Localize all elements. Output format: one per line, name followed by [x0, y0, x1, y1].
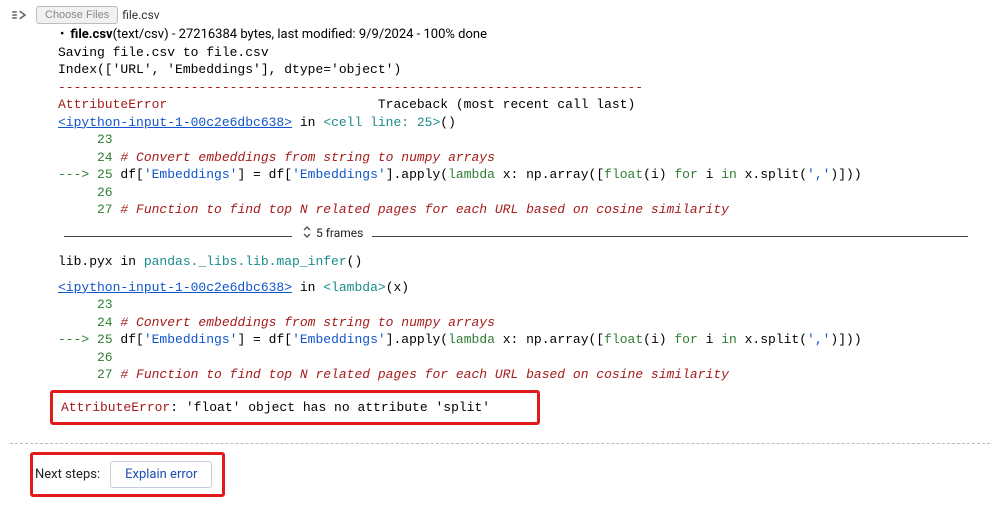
- uploaded-filename: file.csv: [70, 27, 112, 42]
- traceback-frame-1: <ipython-input-1-00c2e6dbc638> in <cell …: [58, 114, 983, 132]
- code-line-23: 23: [58, 131, 983, 149]
- choose-files-button[interactable]: Choose Files: [36, 6, 118, 24]
- code-line-27: 27 # Function to find top N related page…: [58, 201, 983, 219]
- code-line-23b: 23: [58, 296, 983, 314]
- next-steps-box: Next steps: Explain error: [30, 452, 225, 497]
- uploaded-bytes: - 27216384 bytes, last modified: 9/9/202…: [172, 27, 487, 42]
- traceback-frame-2: <ipython-input-1-00c2e6dbc638> in <lambd…: [58, 279, 983, 297]
- explain-error-button[interactable]: Explain error: [110, 461, 212, 488]
- code-line-24b: 24 # Convert embeddings from string to n…: [58, 314, 983, 332]
- chosen-file-label: file.csv: [122, 8, 159, 22]
- code-line-27b: 27 # Function to find top N related page…: [58, 366, 983, 384]
- code-line-25: ---> 25 df['Embeddings'] = df['Embedding…: [58, 166, 983, 184]
- cell-output-icon: [10, 6, 28, 24]
- traceback-link[interactable]: <ipython-input-1-00c2e6dbc638>: [58, 115, 292, 130]
- uploaded-mime: (text/csv): [113, 27, 169, 42]
- frames-count-label: 5 frames: [316, 225, 363, 241]
- traceback-link[interactable]: <ipython-input-1-00c2e6dbc638>: [58, 280, 292, 295]
- final-error-box: AttributeError: 'float' object has no at…: [50, 390, 540, 426]
- traceback-header: AttributeError Traceback (most recent ca…: [58, 96, 983, 114]
- code-line-24: 24 # Convert embeddings from string to n…: [58, 149, 983, 167]
- traceback-separator: ----------------------------------------…: [58, 79, 983, 97]
- lib-frame-line: lib.pyx in pandas._libs.lib.map_infer(): [58, 253, 983, 271]
- next-steps-label: Next steps:: [33, 466, 100, 484]
- expand-frames-icon: [302, 225, 312, 241]
- code-line-25b: ---> 25 df['Embeddings'] = df['Embedding…: [58, 331, 983, 349]
- section-separator: [10, 443, 990, 444]
- console-saving: Saving file.csv to file.csv: [58, 44, 983, 62]
- code-line-26b: 26: [58, 349, 983, 367]
- upload-status-line: • file.csv(text/csv) - 27216384 bytes, l…: [58, 26, 983, 44]
- console-index: Index(['URL', 'Embeddings'], dtype='obje…: [58, 61, 983, 79]
- frames-collapsed-row[interactable]: 5 frames: [58, 225, 978, 247]
- code-line-26: 26: [58, 184, 983, 202]
